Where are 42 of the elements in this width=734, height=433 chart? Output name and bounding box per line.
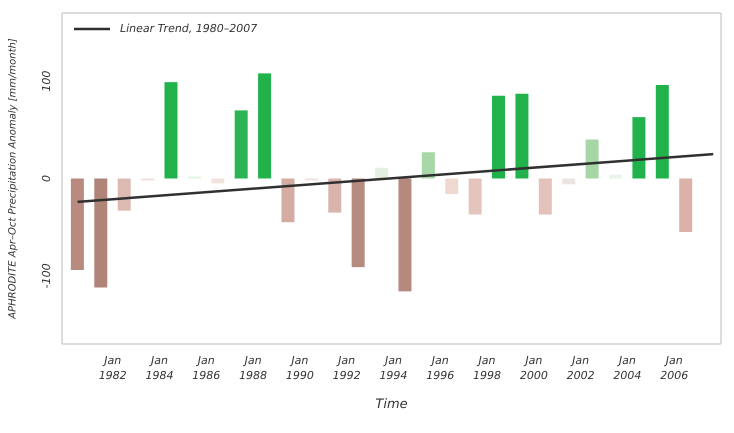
bar xyxy=(445,178,458,194)
y-tick-label: 100 xyxy=(40,70,53,92)
bar xyxy=(281,178,294,222)
x-tick-label: Jan 1982 xyxy=(98,354,127,382)
bar xyxy=(468,178,482,215)
x-tick-label: Jan 1992 xyxy=(332,354,361,382)
x-tick-label: Jan 2000 xyxy=(520,354,548,382)
y-axis-title: APHRODITE Apr–Oct Precipitation Anomaly [mm/month] xyxy=(8,38,19,320)
x-tick-label: Jan 1996 xyxy=(426,354,454,382)
bar xyxy=(328,178,342,213)
bar xyxy=(70,178,84,270)
bar xyxy=(164,82,178,178)
x-tick-label: Jan 1986 xyxy=(192,354,220,382)
x-tick-label: Jan 2006 xyxy=(660,354,688,382)
bar xyxy=(656,85,669,178)
x-tick-label: Jan 1990 xyxy=(286,354,314,382)
bar xyxy=(258,73,272,178)
bar xyxy=(538,178,552,215)
x-tick-label: Jan 1994 xyxy=(379,354,408,382)
x-tick-label: Jan 2004 xyxy=(613,354,642,382)
x-tick-label: Jan 1984 xyxy=(145,354,174,382)
x-axis-title: Time xyxy=(375,397,408,412)
bar xyxy=(375,168,388,178)
bar xyxy=(422,152,435,178)
bar xyxy=(398,178,412,292)
bar xyxy=(234,110,248,178)
bar xyxy=(586,140,599,178)
bar xyxy=(632,117,646,178)
x-tick-label: Jan 1998 xyxy=(473,354,502,382)
bar xyxy=(515,94,528,178)
x-tick-label: Jan 2002 xyxy=(566,354,595,382)
bar xyxy=(211,178,224,184)
y-tick-label: 0 xyxy=(40,175,53,182)
bar xyxy=(679,178,692,232)
bar xyxy=(562,178,576,184)
bar xyxy=(492,96,506,178)
bar xyxy=(118,178,131,211)
legend-label: Linear Trend, 1980–2007 xyxy=(120,22,258,35)
bar xyxy=(352,178,365,268)
x-tick-label: Jan 1988 xyxy=(239,354,268,382)
bar xyxy=(94,178,108,288)
y-tick-label: -100 xyxy=(40,263,53,288)
